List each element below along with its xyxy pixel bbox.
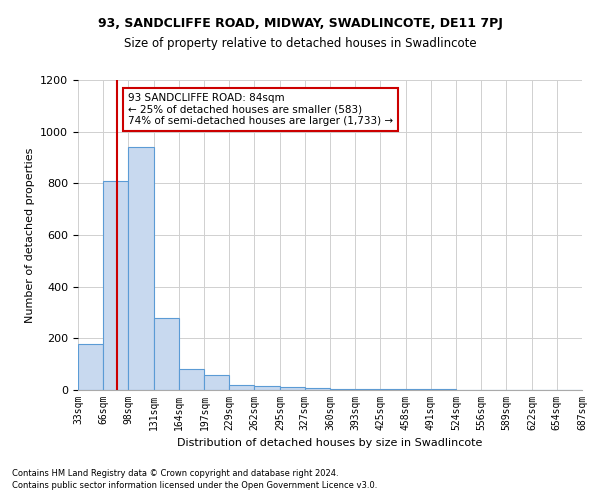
- Bar: [355, 389, 380, 390]
- Bar: [305, 388, 330, 390]
- Text: Contains HM Land Registry data © Crown copyright and database right 2024.: Contains HM Land Registry data © Crown c…: [12, 468, 338, 477]
- Text: 93 SANDCLIFFE ROAD: 84sqm
← 25% of detached houses are smaller (583)
74% of semi: 93 SANDCLIFFE ROAD: 84sqm ← 25% of detac…: [128, 93, 393, 126]
- Bar: [280, 387, 305, 390]
- Bar: [254, 386, 280, 390]
- Bar: [205, 374, 229, 390]
- Y-axis label: Number of detached properties: Number of detached properties: [25, 148, 35, 322]
- Bar: [103, 180, 128, 390]
- Text: 93, SANDCLIFFE ROAD, MIDWAY, SWADLINCOTE, DE11 7PJ: 93, SANDCLIFFE ROAD, MIDWAY, SWADLINCOTE…: [98, 18, 502, 30]
- Bar: [330, 388, 355, 390]
- Bar: [380, 389, 406, 390]
- Text: Size of property relative to detached houses in Swadlincote: Size of property relative to detached ho…: [124, 38, 476, 51]
- Bar: [154, 318, 179, 390]
- Bar: [128, 147, 154, 390]
- Bar: [179, 370, 205, 390]
- Text: Contains public sector information licensed under the Open Government Licence v3: Contains public sector information licen…: [12, 481, 377, 490]
- Bar: [78, 344, 103, 390]
- Bar: [229, 385, 254, 390]
- X-axis label: Distribution of detached houses by size in Swadlincote: Distribution of detached houses by size …: [178, 438, 482, 448]
